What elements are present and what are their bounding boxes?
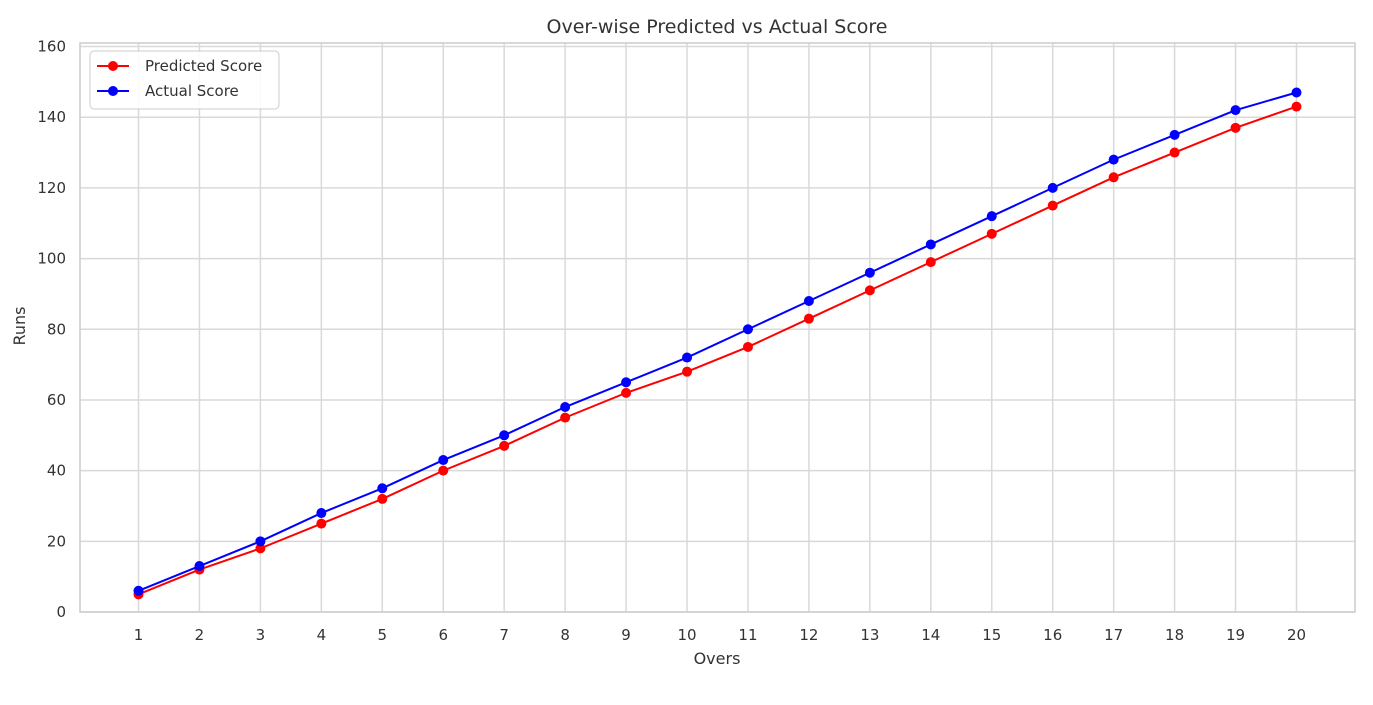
x-tick-label-12: 12 <box>799 626 818 644</box>
y-tick-label-0: 0 <box>56 603 66 621</box>
data-point-actual-score-6 <box>438 455 449 466</box>
x-tick-label-8: 8 <box>560 626 570 644</box>
x-tick-label-6: 6 <box>438 626 448 644</box>
data-point-predicted-score-17 <box>1108 172 1119 183</box>
x-tick-label-20: 20 <box>1287 626 1306 644</box>
x-tick-label-10: 10 <box>677 626 696 644</box>
data-point-predicted-score-10 <box>682 366 693 377</box>
data-point-predicted-score-20 <box>1291 101 1302 112</box>
data-point-actual-score-15 <box>986 211 997 222</box>
data-point-predicted-score-18 <box>1169 147 1180 158</box>
x-tick-label-15: 15 <box>982 626 1001 644</box>
y-axis-label: Runs <box>10 306 29 345</box>
legend-box <box>89 50 280 110</box>
data-point-actual-score-18 <box>1169 129 1180 140</box>
data-point-actual-score-13 <box>864 267 875 278</box>
x-tick-label-16: 16 <box>1043 626 1062 644</box>
data-point-predicted-score-11 <box>742 341 753 352</box>
data-point-actual-score-7 <box>499 430 510 441</box>
x-tick-label-13: 13 <box>860 626 879 644</box>
x-tick-label-3: 3 <box>256 626 266 644</box>
legend: Predicted Score Actual Score <box>89 50 280 110</box>
data-point-actual-score-20 <box>1291 87 1302 98</box>
data-point-predicted-score-19 <box>1230 122 1241 133</box>
y-tick-label-100: 100 <box>37 250 66 268</box>
data-point-predicted-score-7 <box>499 440 510 451</box>
data-point-actual-score-19 <box>1230 105 1241 116</box>
data-point-actual-score-5 <box>377 483 388 494</box>
x-tick-label-14: 14 <box>921 626 940 644</box>
x-tick-label-17: 17 <box>1104 626 1123 644</box>
data-point-predicted-score-6 <box>438 465 449 476</box>
data-point-predicted-score-4 <box>316 518 327 529</box>
y-tick-label-160: 160 <box>37 38 66 56</box>
data-point-predicted-score-13 <box>864 285 875 296</box>
data-point-predicted-score-14 <box>925 257 936 268</box>
axis-ticks: 1 2 3 4 5 6 7 8 9 10 11 12 13 14 15 16 17 18 19 20020406080… <box>37 38 1306 644</box>
legend-label-predicted-score: Predicted Score <box>145 57 262 75</box>
data-point-predicted-score-9 <box>621 387 632 398</box>
y-tick-label-20: 20 <box>47 532 66 550</box>
data-point-actual-score-2 <box>194 561 205 572</box>
x-axis-label: Overs <box>694 649 741 668</box>
data-point-actual-score-17 <box>1108 154 1119 165</box>
data-point-predicted-score-5 <box>377 493 388 504</box>
x-tick-label-11: 11 <box>738 626 757 644</box>
series-line-predicted-score <box>138 105 1297 596</box>
y-tick-label-120: 120 <box>37 179 66 197</box>
y-tick-label-140: 140 <box>37 108 66 126</box>
legend-label-actual-score: Actual Score <box>145 82 239 100</box>
series-line-actual-score <box>138 91 1297 592</box>
data-point-actual-score-3 <box>255 536 266 547</box>
y-tick-label-40: 40 <box>47 462 66 480</box>
x-tick-label-7: 7 <box>499 626 509 644</box>
chart-title: Over-wise Predicted vs Actual Score <box>547 16 888 38</box>
x-tick-label-2: 2 <box>195 626 205 644</box>
x-tick-label-19: 19 <box>1226 626 1245 644</box>
data-point-actual-score-1 <box>133 585 144 596</box>
grid-lines <box>80 43 1355 613</box>
data-point-actual-score-11 <box>742 324 753 335</box>
x-tick-label-1: 1 <box>134 626 144 644</box>
legend-marker-predicted-score <box>108 61 118 71</box>
data-point-actual-score-4 <box>316 508 327 519</box>
series-group <box>133 87 1302 600</box>
series-predicted-score <box>133 101 1302 600</box>
x-tick-label-4: 4 <box>317 626 327 644</box>
data-point-actual-score-10 <box>682 352 693 363</box>
data-point-predicted-score-16 <box>1047 200 1058 211</box>
data-point-predicted-score-12 <box>803 313 814 324</box>
plot-frame <box>79 42 1356 613</box>
x-tick-label-9: 9 <box>621 626 631 644</box>
x-tick-label-5: 5 <box>378 626 388 644</box>
data-point-predicted-score-8 <box>560 412 571 423</box>
series-actual-score <box>133 87 1302 596</box>
data-point-predicted-score-15 <box>986 228 997 239</box>
legend-marker-actual-score <box>108 86 118 96</box>
data-point-actual-score-12 <box>803 295 814 306</box>
data-point-actual-score-9 <box>621 377 632 388</box>
data-point-actual-score-16 <box>1047 182 1058 193</box>
data-point-actual-score-8 <box>560 402 571 413</box>
y-tick-label-60: 60 <box>47 391 66 409</box>
data-point-actual-score-14 <box>925 239 936 250</box>
x-tick-label-18: 18 <box>1165 626 1184 644</box>
data-point-predicted-score-3 <box>255 543 266 554</box>
y-tick-label-80: 80 <box>47 320 66 338</box>
